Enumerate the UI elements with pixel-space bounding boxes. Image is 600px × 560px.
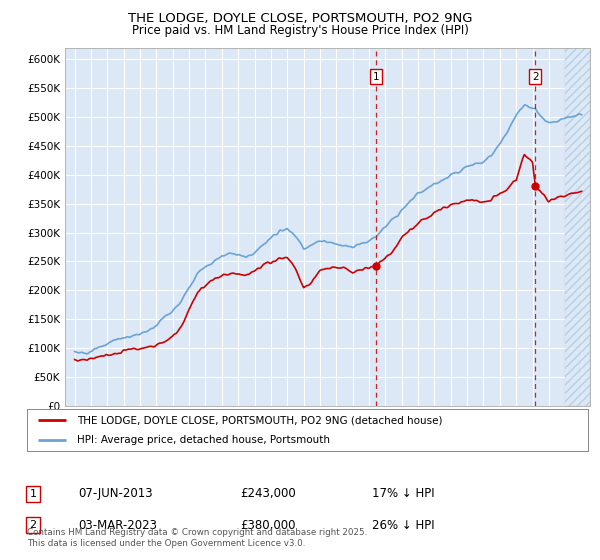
Text: 1: 1 bbox=[373, 72, 380, 82]
Text: THE LODGE, DOYLE CLOSE, PORTSMOUTH, PO2 9NG (detached house): THE LODGE, DOYLE CLOSE, PORTSMOUTH, PO2 … bbox=[77, 415, 443, 425]
Text: 03-MAR-2023: 03-MAR-2023 bbox=[78, 519, 157, 532]
Text: Price paid vs. HM Land Registry's House Price Index (HPI): Price paid vs. HM Land Registry's House … bbox=[131, 24, 469, 36]
Text: HPI: Average price, detached house, Portsmouth: HPI: Average price, detached house, Port… bbox=[77, 435, 331, 445]
Text: £243,000: £243,000 bbox=[240, 487, 296, 501]
Text: 17% ↓ HPI: 17% ↓ HPI bbox=[372, 487, 434, 501]
Text: 1: 1 bbox=[29, 489, 37, 499]
Text: 2: 2 bbox=[29, 520, 37, 530]
Text: 26% ↓ HPI: 26% ↓ HPI bbox=[372, 519, 434, 532]
Text: THE LODGE, DOYLE CLOSE, PORTSMOUTH, PO2 9NG: THE LODGE, DOYLE CLOSE, PORTSMOUTH, PO2 … bbox=[128, 12, 472, 25]
Text: 07-JUN-2013: 07-JUN-2013 bbox=[78, 487, 152, 501]
Text: £380,000: £380,000 bbox=[240, 519, 296, 532]
Text: Contains HM Land Registry data © Crown copyright and database right 2025.
This d: Contains HM Land Registry data © Crown c… bbox=[27, 528, 367, 548]
Text: 2: 2 bbox=[532, 72, 539, 82]
